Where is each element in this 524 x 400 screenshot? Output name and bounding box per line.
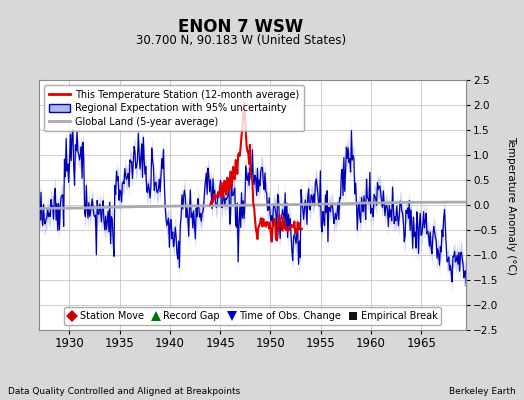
Y-axis label: Temperature Anomaly (°C): Temperature Anomaly (°C) xyxy=(506,136,516,274)
Text: Data Quality Controlled and Aligned at Breakpoints: Data Quality Controlled and Aligned at B… xyxy=(8,387,240,396)
Text: Berkeley Earth: Berkeley Earth xyxy=(450,387,516,396)
Text: 30.700 N, 90.183 W (United States): 30.700 N, 90.183 W (United States) xyxy=(136,34,346,47)
Text: ENON 7 WSW: ENON 7 WSW xyxy=(178,18,304,36)
Legend: Station Move, Record Gap, Time of Obs. Change, Empirical Break: Station Move, Record Gap, Time of Obs. C… xyxy=(64,307,441,325)
